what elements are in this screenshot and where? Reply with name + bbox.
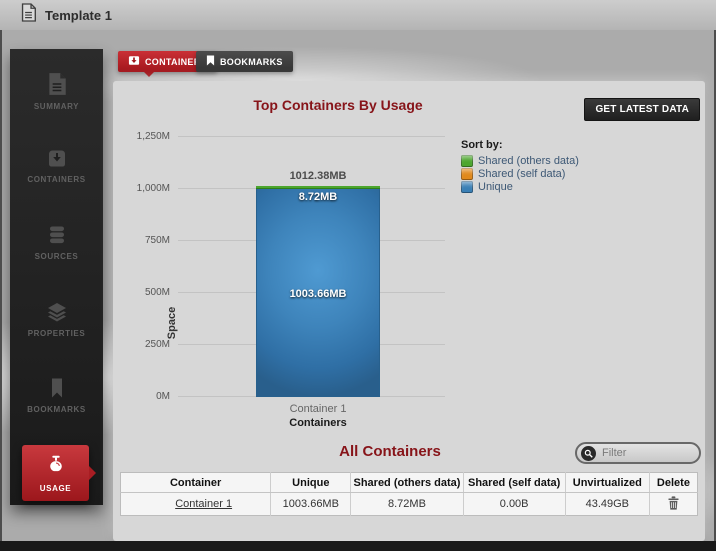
filter-box xyxy=(575,442,701,464)
y-tick-label: 1,000M xyxy=(136,183,170,194)
bookmark-icon xyxy=(10,377,103,399)
database-icon xyxy=(10,224,103,246)
all-containers-table: Container Unique Shared (others data) Sh… xyxy=(120,472,698,516)
sidebar-item-label: BOOKMARKS xyxy=(27,405,86,414)
col-header-shared-others: Shared (others data) xyxy=(350,472,464,493)
y-axis-label: Space xyxy=(166,306,178,340)
orange-swatch-icon xyxy=(461,167,473,180)
tab-bookmarks[interactable]: BOOKMARKS xyxy=(196,51,293,72)
sidebar-item-label: USAGE xyxy=(39,484,72,493)
page-title: Template 1 xyxy=(45,7,112,23)
col-header-container: Container xyxy=(120,472,272,493)
window-edge-right xyxy=(714,30,716,551)
window-edge-left xyxy=(0,30,2,551)
tab-label: BOOKMARKS xyxy=(220,56,283,67)
all-containers-title: All Containers xyxy=(339,443,441,460)
cell-unique: 1003.66MB xyxy=(270,492,352,516)
sidebar-item-containers[interactable]: CONTAINERS xyxy=(10,147,103,184)
plot-area: 1,250M 1,000M 750M 500M 250M 0M Space 1012.38… xyxy=(137,131,445,429)
usage-panel: Top Containers By Usage GET LATEST DATA … xyxy=(113,81,705,541)
y-tick-label: 250M xyxy=(144,339,170,350)
window-edge-bottom xyxy=(0,541,716,551)
sidebar-item-label: SOURCES xyxy=(34,252,79,261)
y-tick-label: 500M xyxy=(144,287,170,298)
bar-total-label: 1012.38MB xyxy=(289,170,347,183)
x-axis-label: Containers xyxy=(289,417,347,429)
sidebar-item-sources[interactable]: SOURCES xyxy=(10,224,103,261)
cell-unvirtualized: 43.49GB xyxy=(565,492,650,516)
sidebar-item-label: SUMMARY xyxy=(33,102,80,111)
sidebar-item-bookmarks[interactable]: BOOKMARKS xyxy=(10,377,103,414)
legend-item-unique[interactable]: Unique xyxy=(461,180,579,193)
sidebar-item-label: PROPERTIES xyxy=(27,329,86,338)
bar-segment-shared-others xyxy=(256,186,380,190)
sidebar: SUMMARY CONTAINERS SOURCES PROPERTIES BO… xyxy=(10,49,103,505)
legend-label: Shared (self data) xyxy=(478,167,566,180)
x-tick-label: Container 1 xyxy=(289,403,347,415)
sidebar-item-label: CONTAINERS xyxy=(27,175,86,184)
chart-title: Top Containers By Usage xyxy=(253,97,423,113)
legend-title: Sort by: xyxy=(461,139,503,151)
table-row: Container 1 1003.66MB 8.72MB 0.00B 43.49… xyxy=(120,492,698,516)
scale-icon xyxy=(45,453,67,480)
bookmark-icon xyxy=(206,55,215,68)
tab-label: CONTAINERS xyxy=(145,56,207,67)
trash-icon[interactable] xyxy=(667,495,680,510)
y-tick-label: 1,250M xyxy=(136,131,170,142)
table-header-row: Container Unique Shared (others data) Sh… xyxy=(120,472,698,493)
container-1-link[interactable]: Container 1 xyxy=(175,498,233,510)
col-header-shared-self: Shared (self data) xyxy=(463,472,566,493)
sidebar-item-usage[interactable]: USAGE xyxy=(22,445,96,501)
chart-legend: Sort by: Shared (others data) Shared (se… xyxy=(461,139,579,193)
blue-swatch-icon xyxy=(461,180,473,193)
col-header-delete: Delete xyxy=(649,472,698,493)
gridline: 1,250M xyxy=(137,131,445,142)
col-header-unvirtualized: Unvirtualized xyxy=(565,472,650,493)
legend-label: Unique xyxy=(478,180,513,193)
filter-input[interactable] xyxy=(602,447,694,459)
cell-shared-others: 8.72MB xyxy=(350,492,464,516)
get-latest-data-button[interactable]: GET LATEST DATA xyxy=(584,98,700,121)
box-icon xyxy=(128,55,140,68)
document-icon xyxy=(10,72,103,96)
document-icon xyxy=(20,3,37,27)
y-tick-label: 0M xyxy=(156,391,170,402)
sidebar-item-properties[interactable]: PROPERTIES xyxy=(10,301,103,338)
cell-delete xyxy=(649,493,697,516)
cell-container-name: Container 1 xyxy=(120,492,272,516)
legend-item-shared-self[interactable]: Shared (self data) xyxy=(461,167,579,180)
green-swatch-icon xyxy=(461,154,473,167)
titlebar: Template 1 xyxy=(0,0,716,30)
bar-label-unique: 1003.66MB xyxy=(289,287,347,300)
layers-icon xyxy=(10,301,103,323)
usage-bar: 1012.38MB 8.72MB 1003.66MB xyxy=(256,170,380,397)
sidebar-item-summary[interactable]: SUMMARY xyxy=(10,72,103,111)
cell-shared-self: 0.00B xyxy=(463,492,566,516)
col-header-unique: Unique xyxy=(270,472,352,493)
legend-label: Shared (others data) xyxy=(478,154,579,167)
y-tick-label: 750M xyxy=(144,235,170,246)
legend-item-shared-others[interactable]: Shared (others data) xyxy=(461,154,579,167)
bar-label-shared-others: 8.72MB xyxy=(298,191,338,204)
inbox-icon xyxy=(10,147,103,169)
tab-containers[interactable]: CONTAINERS xyxy=(118,51,217,77)
search-icon[interactable] xyxy=(581,445,596,461)
